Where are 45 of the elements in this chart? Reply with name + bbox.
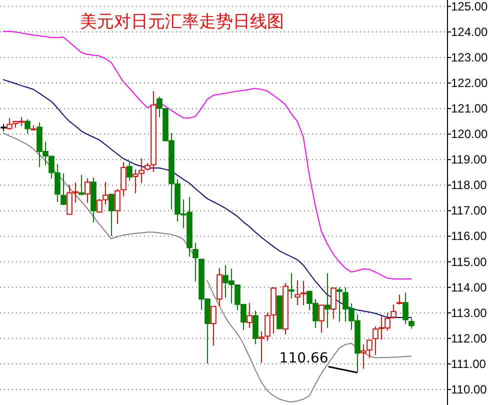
candlestick xyxy=(258,330,264,364)
candlestick xyxy=(390,304,396,320)
candlestick xyxy=(78,174,84,196)
candlestick xyxy=(114,188,120,224)
y-tick-label: 124.00 xyxy=(451,24,488,39)
y-tick-label: 123.00 xyxy=(451,50,488,64)
y-tick-label: 125.00 xyxy=(451,0,488,14)
annotation: 110.66 xyxy=(279,350,328,367)
line-series xyxy=(2,30,412,280)
candlestick xyxy=(210,306,216,346)
y-tick-label: 112.00 xyxy=(451,331,488,346)
y-tick-label: 118.00 xyxy=(451,178,488,192)
candlestick xyxy=(336,286,342,322)
candlestick xyxy=(300,280,306,306)
candlestick xyxy=(360,344,366,370)
y-tick-label: 115.00 xyxy=(451,254,488,269)
candlestick xyxy=(192,242,198,282)
y-tick-label: 116.00 xyxy=(451,229,488,244)
candlestick xyxy=(402,292,408,325)
y-tick-label: 111.00 xyxy=(451,356,486,371)
text: 美元对日元汇率走势日线图 xyxy=(80,12,284,32)
candlestick xyxy=(288,272,294,300)
y-tick-label: 119.00 xyxy=(451,152,488,167)
candlestick xyxy=(330,287,336,320)
y-tick-label: 117.00 xyxy=(451,204,488,218)
candlestick xyxy=(324,272,330,328)
candlestick xyxy=(246,302,252,328)
candlestick xyxy=(396,294,402,305)
y-tick-label: 110.00 xyxy=(451,382,488,396)
candlestick xyxy=(60,172,66,206)
candlestick xyxy=(408,318,414,330)
y-tick-label: 122.00 xyxy=(451,76,488,90)
candlestick xyxy=(108,193,114,236)
candlestick xyxy=(84,178,90,204)
candlestick xyxy=(120,162,126,197)
y-tick-label: 113.00 xyxy=(451,306,488,320)
y-tick-label: 121.00 xyxy=(451,102,488,116)
candlestick xyxy=(24,118,30,134)
y-tick-label: 114.00 xyxy=(451,280,488,294)
y-tick-label: 120.00 xyxy=(451,127,488,142)
candlestick xyxy=(252,310,258,345)
candlestick xyxy=(366,339,372,359)
candlestick xyxy=(126,162,132,182)
candlestick xyxy=(294,280,300,306)
candlestick xyxy=(318,304,324,334)
